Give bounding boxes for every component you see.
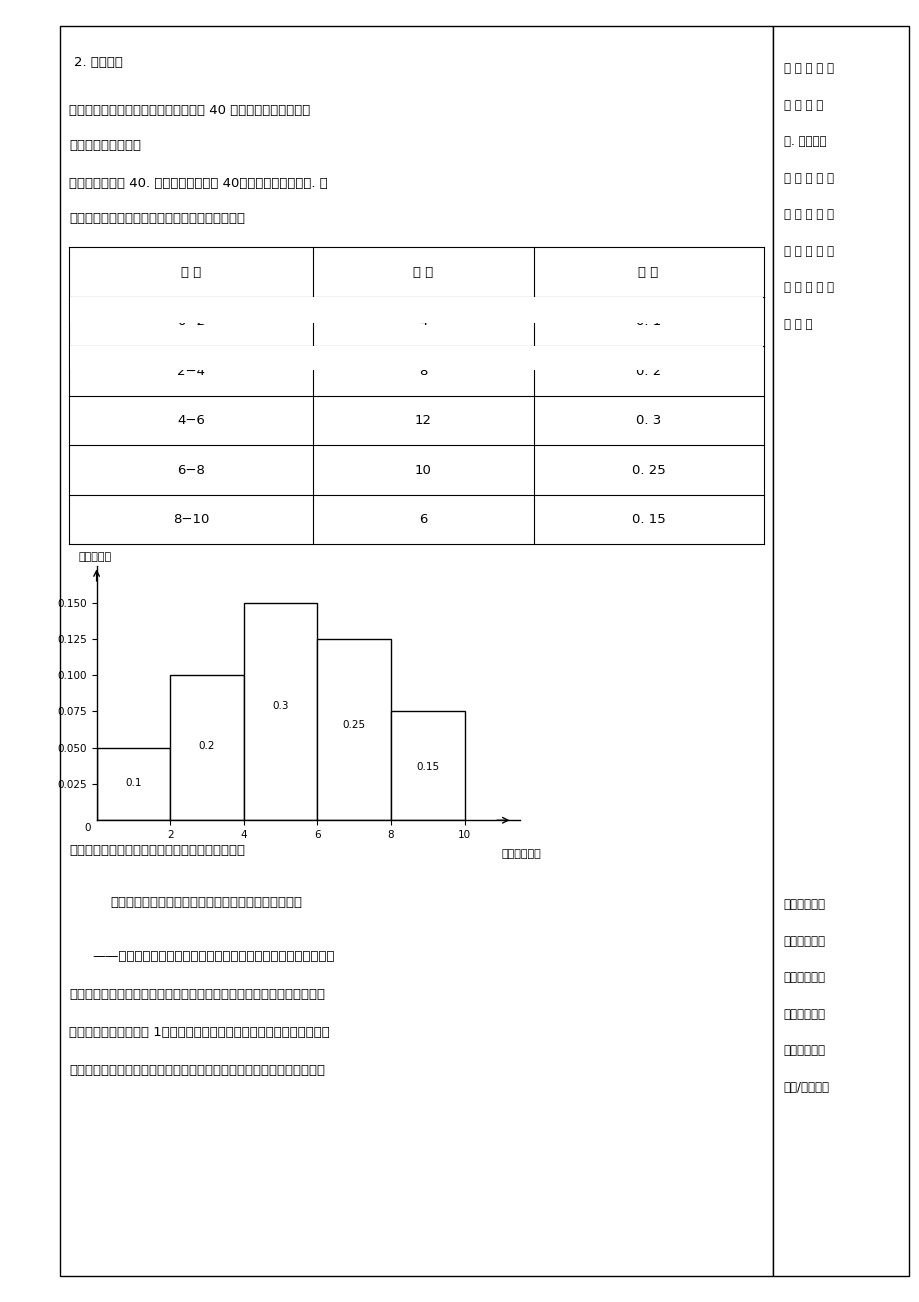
Text: 如何确定纵轴: 如何确定纵轴 bbox=[783, 898, 825, 911]
Text: 分 布 直 方 图: 分 布 直 方 图 bbox=[783, 62, 833, 76]
Text: 距. 画出该题: 距. 画出该题 bbox=[783, 135, 825, 148]
Text: 8−10: 8−10 bbox=[173, 513, 209, 526]
Bar bbox=[96, 747, 170, 820]
Text: 可以在上表中: 可以在上表中 bbox=[783, 1008, 825, 1021]
Text: 画频率分布直方图，: 画频率分布直方图， bbox=[69, 139, 141, 152]
Text: 的 频 率 分 布: 的 频 率 分 布 bbox=[783, 281, 833, 294]
Bar bbox=[60, 26, 772, 1276]
Text: 小时数（时）: 小时数（时） bbox=[501, 849, 540, 859]
Text: 再增加一列：: 再增加一列： bbox=[783, 1044, 825, 1057]
Bar bbox=[317, 639, 391, 820]
Text: 因为数据总数为 40. 将各小组频数除以 40，可得各小组的频率. 再: 因为数据总数为 40. 将各小组频数除以 40，可得各小组的频率. 再 bbox=[69, 177, 327, 190]
Text: 分 组: 分 组 bbox=[180, 266, 201, 279]
Bar bbox=[170, 676, 244, 820]
Text: 是一个难点，: 是一个难点， bbox=[783, 971, 825, 984]
Text: 直 方 图: 直 方 图 bbox=[783, 318, 811, 331]
Text: 用 于 阅 读 课: 用 于 阅 读 课 bbox=[783, 208, 833, 221]
Text: 再问：请指出频率分布直方图与频数分布直方图的不同: 再问：请指出频率分布直方图与频数分布直方图的不同 bbox=[110, 896, 302, 909]
Bar bbox=[70, 346, 762, 370]
Text: 应小组的频数，频率分布直方图中小矩形的面积表示相应小组的组频率，: 应小组的频数，频率分布直方图中小矩形的面积表示相应小组的组频率， bbox=[69, 988, 324, 1001]
Text: 0. 25: 0. 25 bbox=[631, 464, 664, 477]
Text: 0.3: 0.3 bbox=[272, 702, 289, 711]
Bar bbox=[244, 603, 317, 820]
Text: 6: 6 bbox=[418, 513, 427, 526]
Bar bbox=[70, 297, 762, 323]
Text: 相 同 为 组: 相 同 为 组 bbox=[783, 99, 823, 112]
Text: 方图中小矩形内部标着相应的组频率；这两图的纵坐标（或小矩形的高）: 方图中小矩形内部标着相应的组频率；这两图的纵坐标（或小矩形的高） bbox=[69, 1064, 324, 1077]
Text: 将频数分布表扩充就得到频率分布表，如下表所示: 将频数分布表扩充就得到频率分布表，如下表所示 bbox=[69, 212, 244, 225]
Text: 0.25: 0.25 bbox=[342, 720, 366, 730]
Text: 0.2: 0.2 bbox=[199, 741, 215, 751]
Text: 0.15: 0.15 bbox=[415, 763, 439, 772]
Text: 0. 1: 0. 1 bbox=[635, 315, 661, 328]
Bar bbox=[772, 26, 908, 1276]
Text: 2. 例题分析: 2. 例题分析 bbox=[74, 56, 122, 69]
Text: 下面我们以上节课阅读课外书籍时间的 40 个数据为例来说明如何: 下面我们以上节课阅读课外书籍时间的 40 个数据为例来说明如何 bbox=[69, 104, 310, 117]
Text: 频率/组距，以: 频率/组距，以 bbox=[783, 1081, 829, 1094]
Text: ——这两图小矩形表示不同的意义，频数分布直方图小矩形表示相: ——这两图小矩形表示不同的意义，频数分布直方图小矩形表示相 bbox=[92, 950, 335, 963]
Text: 10: 10 bbox=[414, 464, 431, 477]
Text: 且各小矩形的面积和为 1；频数分布直方图小矩形内部空白，频率分布直: 且各小矩形的面积和为 1；频数分布直方图小矩形内部空白，频率分布直 bbox=[69, 1026, 329, 1039]
Text: 2−4: 2−4 bbox=[176, 365, 205, 378]
Text: 0. 15: 0. 15 bbox=[631, 513, 664, 526]
Text: 4−6: 4−6 bbox=[176, 414, 205, 427]
Text: 8: 8 bbox=[418, 365, 427, 378]
Bar bbox=[391, 711, 464, 820]
Text: 上的相应数値: 上的相应数値 bbox=[783, 935, 825, 948]
Text: 6−8: 6−8 bbox=[176, 464, 205, 477]
Text: 频 率: 频 率 bbox=[638, 266, 658, 279]
Text: 0: 0 bbox=[85, 823, 91, 833]
Text: 频 数: 频 数 bbox=[413, 266, 433, 279]
Text: 12: 12 bbox=[414, 414, 431, 427]
Text: 0. 2: 0. 2 bbox=[635, 365, 661, 378]
Text: 外 书 籍 时 间: 外 书 籍 时 间 bbox=[783, 245, 833, 258]
Text: 0−2: 0−2 bbox=[176, 315, 205, 328]
Text: 提问：请指出频率分布表与频数分布表之间的联系: 提问：请指出频率分布表与频数分布表之间的联系 bbox=[69, 844, 244, 857]
Text: 0. 3: 0. 3 bbox=[635, 414, 661, 427]
Text: 0.1: 0.1 bbox=[125, 779, 142, 788]
Text: 中 学 生 每 周: 中 学 生 每 周 bbox=[783, 172, 833, 185]
Text: 4: 4 bbox=[418, 315, 427, 328]
Text: 人数（人）: 人数（人） bbox=[78, 552, 111, 562]
